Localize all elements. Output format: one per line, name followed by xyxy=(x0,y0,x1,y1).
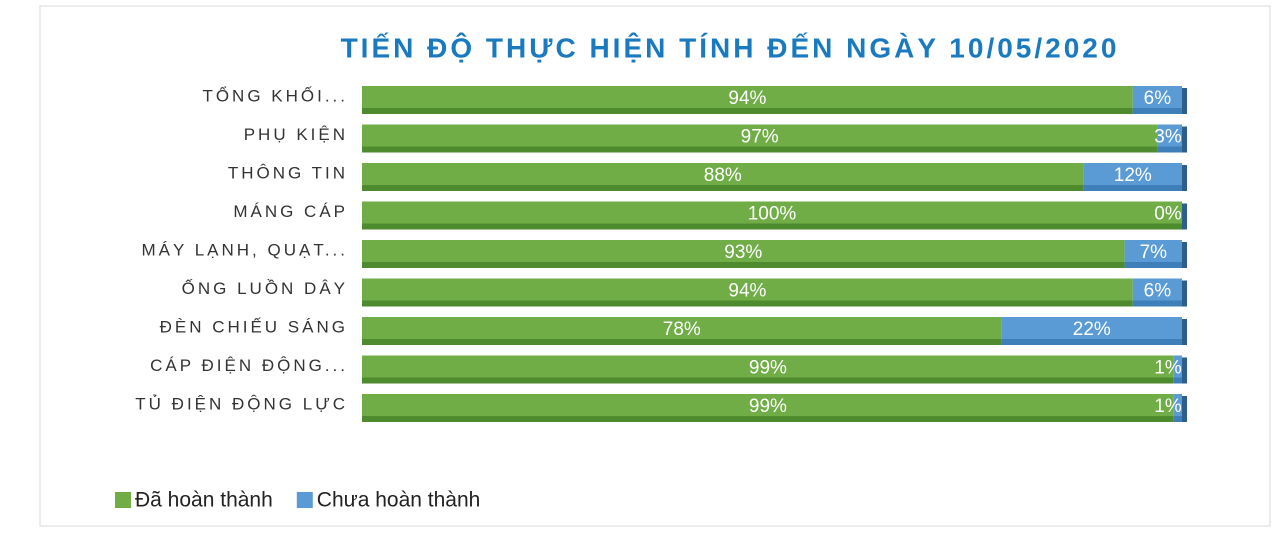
y-tick-label: TỔNG KHỐI... xyxy=(202,85,348,105)
legend-swatch xyxy=(115,492,131,508)
bar-segment xyxy=(1083,163,1182,185)
bar-segment xyxy=(362,278,1133,301)
bar-side xyxy=(1083,185,1182,191)
bar-end xyxy=(1182,242,1187,268)
y-tick-label: MÁY LẠNH, QUẠT... xyxy=(141,240,348,259)
bar-segment xyxy=(362,163,1084,185)
bar-side xyxy=(362,416,1174,422)
data-label: 88% xyxy=(704,165,742,186)
bar-side xyxy=(1173,416,1182,422)
bar-segment xyxy=(362,240,1125,262)
bar-segment xyxy=(1132,278,1182,301)
bar-side xyxy=(1132,108,1182,114)
bar-side xyxy=(362,146,1158,153)
y-tick-label: ĐÈN CHIẾU SÁNG xyxy=(160,317,348,336)
legend-label: Chưa hoàn thành xyxy=(317,489,481,512)
data-label: 22% xyxy=(1073,319,1111,340)
bar-end xyxy=(1182,203,1187,230)
data-label: 1% xyxy=(1154,396,1182,417)
data-label: 93% xyxy=(724,242,762,263)
chart-title: TIẾN ĐỘ THỰC HIỆN TÍNH ĐẾN NGÀY 10/05/20… xyxy=(341,31,1120,63)
legend-swatch xyxy=(296,492,313,508)
legend-label: Đã hoàn thành xyxy=(135,489,273,512)
bar-segment xyxy=(362,124,1158,147)
data-label: 97% xyxy=(741,127,779,148)
data-label: 99% xyxy=(749,396,787,417)
bar-segment xyxy=(1132,86,1182,108)
bar-end xyxy=(1182,280,1187,307)
y-tick-label: CÁP ĐIỆN ĐỘNG... xyxy=(150,356,348,375)
y-tick-label: THÔNG TIN xyxy=(228,163,348,182)
data-label: 0% xyxy=(1154,204,1182,225)
bar-side xyxy=(362,108,1133,114)
bar-side xyxy=(1173,377,1182,384)
bar-segment xyxy=(1173,394,1182,416)
data-label: 100% xyxy=(748,204,797,225)
bar-side xyxy=(1132,300,1182,307)
y-tick-label: ỐNG LUỒN DÂY xyxy=(182,278,348,298)
data-label: 3% xyxy=(1154,127,1182,148)
y-tick-label: MÁNG CÁP xyxy=(233,202,348,221)
y-tick-label: PHỤ KIỆN xyxy=(244,125,348,144)
data-label: 7% xyxy=(1140,242,1168,263)
data-label: 94% xyxy=(728,281,766,302)
data-label: 78% xyxy=(663,319,701,340)
bar-segment xyxy=(1001,317,1182,339)
bar-side xyxy=(362,262,1125,268)
bar-side xyxy=(1124,262,1182,268)
bar-segment xyxy=(362,201,1182,224)
data-label: 6% xyxy=(1144,281,1172,302)
bar-end xyxy=(1182,126,1187,153)
data-label: 94% xyxy=(728,88,766,109)
bar-end xyxy=(1182,396,1187,422)
bar-segment xyxy=(362,355,1174,378)
bar-side xyxy=(362,339,1002,345)
bar-side xyxy=(362,377,1174,384)
data-label: 99% xyxy=(749,358,787,379)
data-label: 12% xyxy=(1114,165,1152,186)
bar-segment xyxy=(1157,124,1182,147)
bar-end xyxy=(1182,165,1187,191)
bar-segment xyxy=(1124,240,1182,262)
bar-side xyxy=(1157,146,1182,153)
data-label: 1% xyxy=(1154,358,1182,379)
bar-segment xyxy=(362,317,1002,339)
bar-end xyxy=(1182,88,1187,114)
bar-segment xyxy=(362,394,1174,416)
bar-segment xyxy=(1173,355,1182,378)
data-label: 6% xyxy=(1144,88,1172,109)
bar-end xyxy=(1182,357,1187,384)
bar-side xyxy=(1001,339,1182,345)
bar-side xyxy=(362,185,1084,191)
bar-side xyxy=(362,300,1133,307)
y-tick-label: TỦ ĐIỆN ĐỘNG LỰC xyxy=(135,394,348,413)
bar-end xyxy=(1182,319,1187,345)
bar-side xyxy=(362,223,1182,230)
bar-segment xyxy=(362,86,1133,108)
